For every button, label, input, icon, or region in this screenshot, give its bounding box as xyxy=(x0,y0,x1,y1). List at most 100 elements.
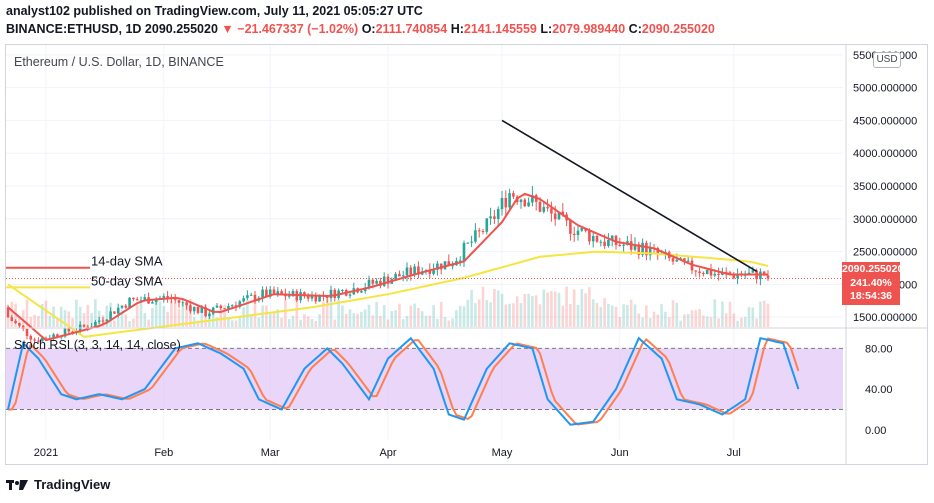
candle-body xyxy=(523,199,527,207)
high-value: 2141.145559 xyxy=(463,22,537,36)
volume-bar xyxy=(603,298,606,327)
volume-bar xyxy=(314,320,318,327)
stoch-k-line xyxy=(7,336,800,426)
candle-body xyxy=(21,325,25,329)
y-tick-label: 1500.000000 xyxy=(853,312,917,324)
candle-body xyxy=(724,271,728,273)
candle-body xyxy=(713,273,717,276)
last-price: 2090.255020 xyxy=(144,22,218,36)
volume-bar xyxy=(542,289,546,327)
volume-bar xyxy=(519,303,523,327)
volume-bar xyxy=(306,316,310,327)
symbol[interactable]: BINANCE:ETHUSD, 1D xyxy=(6,22,142,36)
osc-y-tick-label: 40.00 xyxy=(865,384,893,396)
volume-bar xyxy=(633,304,637,327)
volume-bar xyxy=(29,316,33,327)
currency-badge[interactable]: USD xyxy=(873,52,901,68)
y-tick-label: 4000.000000 xyxy=(853,148,917,160)
candle-body xyxy=(702,273,705,275)
candle-body xyxy=(113,311,116,314)
candle-body xyxy=(6,307,10,318)
candle-body xyxy=(375,280,378,284)
volume-bar xyxy=(531,295,534,327)
candle-body xyxy=(379,280,382,286)
candle-body xyxy=(698,271,701,274)
volume-bar xyxy=(318,314,321,327)
volume-bar xyxy=(698,309,701,327)
candle-body xyxy=(97,320,101,322)
candle-body xyxy=(542,207,546,212)
volume-bar xyxy=(759,301,762,327)
candle-body xyxy=(40,337,44,342)
volume-bar xyxy=(272,312,276,327)
volume-bar xyxy=(740,317,743,327)
volume-bar xyxy=(766,303,770,327)
volume-bar xyxy=(724,313,728,327)
volume-bar xyxy=(113,320,116,327)
volume-bar xyxy=(265,305,268,327)
candle-body xyxy=(52,334,55,338)
candle-body xyxy=(550,208,553,214)
volume-bar xyxy=(743,316,747,327)
x-tick-label: Apr xyxy=(379,447,396,459)
volume-bar xyxy=(629,299,633,327)
volume-bar xyxy=(257,317,261,327)
candle-body xyxy=(417,266,420,275)
trendline[interactable] xyxy=(501,119,758,272)
volume-bar xyxy=(405,315,409,327)
candle-body xyxy=(329,289,333,299)
candle-body xyxy=(447,261,451,266)
volume-bar xyxy=(116,317,120,327)
change-arrow-icon: ▼ xyxy=(221,22,234,36)
volume-bar xyxy=(652,311,656,327)
volume-bar xyxy=(139,300,143,327)
volume-bar xyxy=(588,287,591,327)
volume-bar xyxy=(709,317,713,327)
volume-bar xyxy=(303,314,306,327)
y-tick-label: 3000.000000 xyxy=(853,214,917,226)
volume-bar xyxy=(576,304,580,327)
volume-bar xyxy=(447,320,451,327)
volume-bar xyxy=(200,312,204,327)
volume-bar xyxy=(572,289,576,327)
candle-body xyxy=(451,265,454,267)
volume-bar xyxy=(390,311,394,327)
tradingview-logo-icon xyxy=(6,478,28,492)
candle-body xyxy=(238,301,242,307)
low-value: 2079.989440 xyxy=(552,22,626,36)
candle-body xyxy=(561,211,565,215)
candle-body xyxy=(33,339,36,341)
volume-bar xyxy=(48,315,52,327)
volume-bar xyxy=(337,300,340,327)
volume-bar xyxy=(599,306,603,327)
volume-bar xyxy=(671,300,675,327)
candle-body xyxy=(333,289,337,299)
x-tick-label: 2021 xyxy=(34,447,58,459)
volume-bar xyxy=(565,286,568,327)
candle-body xyxy=(485,218,489,232)
footer-brand[interactable]: TradingView xyxy=(6,477,110,492)
candle-body xyxy=(109,311,112,320)
candle-body xyxy=(360,291,363,293)
volume-bar xyxy=(496,290,500,327)
volume-bar xyxy=(230,320,234,327)
candle-body xyxy=(124,305,128,308)
volume-bar xyxy=(360,311,363,327)
volume-bar xyxy=(341,305,344,327)
candle-body xyxy=(135,299,139,301)
close-label: C: xyxy=(628,22,642,36)
volume-bar xyxy=(679,320,682,327)
volume-bar xyxy=(736,320,739,327)
volume-bar xyxy=(363,309,367,327)
main-pane-title: Ethereum / U.S. Dollar, 1D, BINANCE xyxy=(14,55,224,69)
candle-body xyxy=(603,241,606,247)
volume-bar xyxy=(591,299,595,327)
candle-body xyxy=(607,239,610,247)
candle-body xyxy=(94,321,97,327)
candle-body xyxy=(223,308,226,310)
osc-y-tick-label: 80.00 xyxy=(865,343,893,355)
volume-bar xyxy=(348,309,352,327)
volume-bar xyxy=(25,299,29,327)
volume-bar xyxy=(523,294,527,327)
